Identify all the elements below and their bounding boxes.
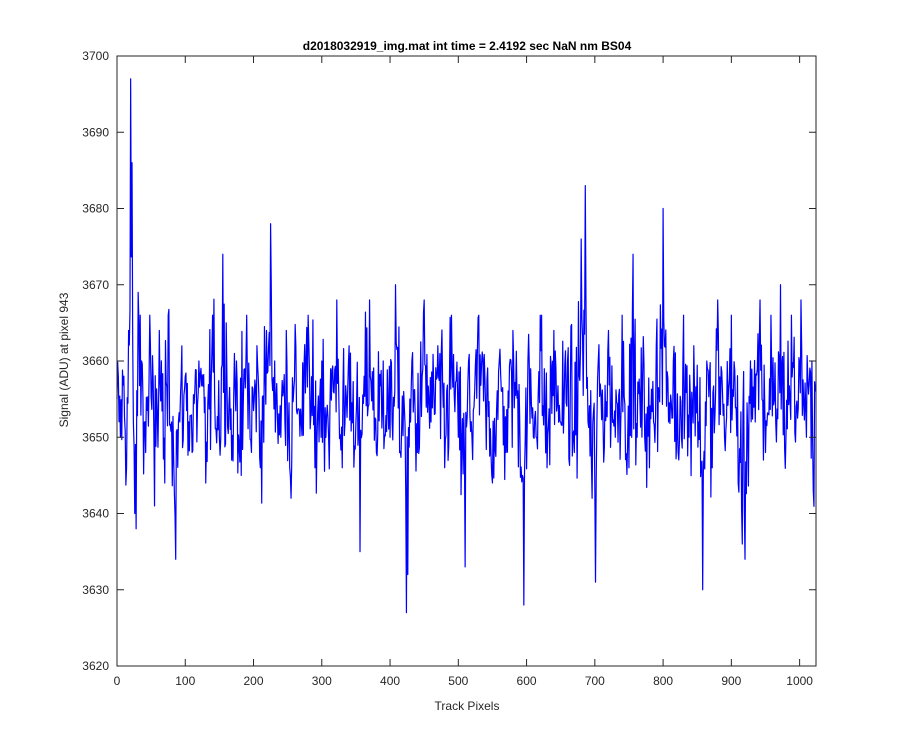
x-tick-label: 500 xyxy=(448,674,468,688)
x-tick-label: 800 xyxy=(653,674,673,688)
x-tick-label: 900 xyxy=(721,674,741,688)
y-tick-label: 3650 xyxy=(82,430,109,444)
x-tick-label: 200 xyxy=(244,674,264,688)
x-tick-label: 100 xyxy=(175,674,195,688)
y-tick-label: 3670 xyxy=(82,278,109,292)
y-tick-label: 3700 xyxy=(82,49,109,63)
y-tick-label: 3690 xyxy=(82,125,109,139)
x-tick-label: 600 xyxy=(517,674,537,688)
x-tick-label: 300 xyxy=(312,674,332,688)
x-axis-ticks: 0 100 200 300 400 500 600 700 800 900 1000 xyxy=(114,56,813,688)
x-tick-label: 0 xyxy=(114,674,121,688)
x-tick-label: 700 xyxy=(585,674,605,688)
y-tick-label: 3630 xyxy=(82,583,109,597)
y-axis-label: Signal (ADU) at pixel 943 xyxy=(57,292,71,427)
x-axis-label: Track Pixels xyxy=(435,699,500,713)
series-layer xyxy=(116,78,816,614)
y-tick-label: 3640 xyxy=(82,507,109,521)
x-tick-label: 400 xyxy=(380,674,400,688)
chart-title: d2018032919_img.mat int time = 2.4192 se… xyxy=(303,39,632,53)
y-tick-label: 3680 xyxy=(82,202,109,216)
y-axis-ticks: 3620 3630 3640 3650 3660 3670 3680 3690 3700 xyxy=(82,49,816,673)
y-tick-label: 3660 xyxy=(82,354,109,368)
series-line xyxy=(116,78,816,614)
y-tick-label: 3620 xyxy=(82,659,109,673)
x-tick-label: 1000 xyxy=(786,674,813,688)
